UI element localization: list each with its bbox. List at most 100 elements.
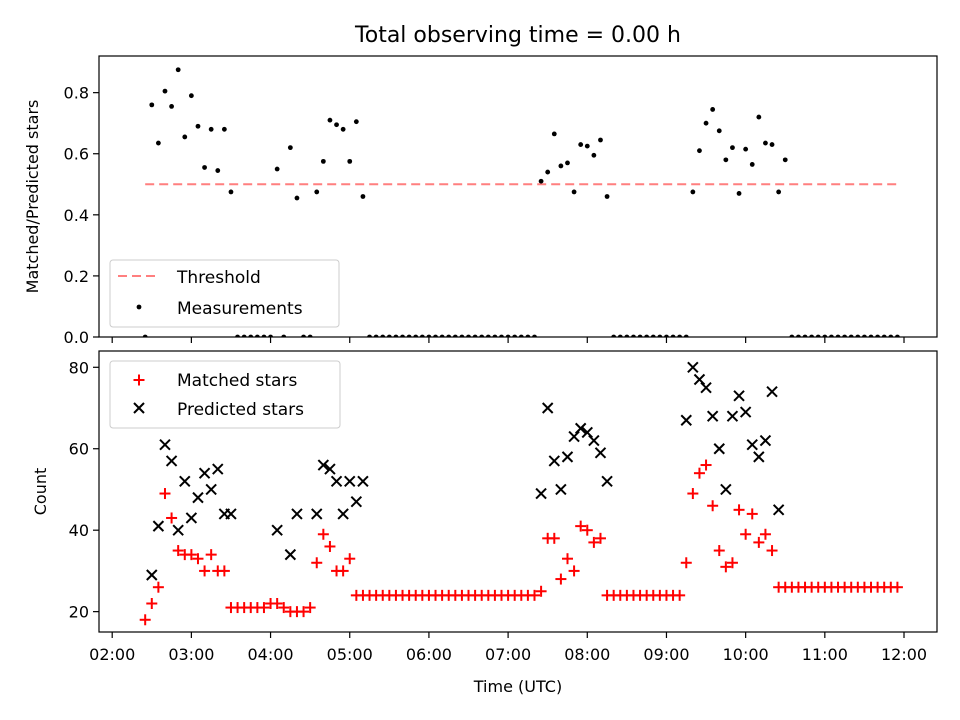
matched-star-point [146, 597, 158, 609]
predicted-star-point [700, 381, 712, 394]
predicted-star-point [568, 430, 580, 443]
measurement-point [149, 102, 155, 108]
y-tick-label: 80 [69, 358, 89, 377]
predicted-star-point [687, 361, 699, 373]
legend-measurements-swatch [136, 304, 142, 310]
predicted-star-point [225, 508, 237, 520]
measurement-point [347, 158, 353, 164]
matched-star-point [693, 467, 705, 479]
matched-star-point [159, 488, 171, 500]
matched-star-point [581, 524, 593, 536]
predicted-star-point [706, 410, 719, 422]
predicted-star-point [152, 520, 165, 532]
y-tick-label: 60 [69, 440, 89, 459]
matched-star-point [713, 545, 725, 557]
predicted-star-point [291, 508, 303, 520]
y-tick-label: 20 [69, 603, 89, 622]
measurement-point [710, 107, 716, 112]
measurement-point [730, 145, 735, 151]
plot-area [139, 361, 903, 626]
predicted-star-point [766, 386, 778, 398]
matched-star-point [568, 565, 580, 577]
x-tick-label: 06:00 [406, 645, 452, 664]
predicted-star-point [601, 475, 613, 488]
measurement-point [763, 140, 768, 146]
measurement-point [584, 143, 590, 149]
matched-star-point [720, 561, 732, 573]
matched-star-point [753, 536, 765, 548]
predicted-star-point [172, 524, 184, 536]
measurement-point [736, 191, 742, 196]
matched-star-point [594, 532, 606, 544]
x-tick-label: 11:00 [802, 645, 848, 664]
predicted-star-point [555, 483, 567, 496]
measurement-point [155, 140, 161, 146]
matched-star-point [172, 545, 184, 557]
top-panel: 0.0 0.2 0.4 0.6 0.8 Matched/Predicted stars Th… [23, 55, 938, 347]
chart-title: Total observing time = 0.00 h [354, 23, 681, 48]
measurement-point [287, 145, 293, 151]
measurement-point [202, 165, 207, 170]
matched-star-point [298, 606, 310, 618]
measurement-point [320, 158, 326, 164]
predicted-star-point [271, 524, 283, 536]
predicted-star-point [720, 483, 732, 496]
x-tick-label: 03:00 [168, 645, 214, 664]
x-tick-label: 07:00 [485, 645, 531, 664]
matched-star-point [700, 459, 712, 471]
predicted-star-point [146, 569, 158, 581]
matched-star-point [218, 565, 230, 577]
measurement-point [182, 134, 188, 140]
measurement-point [591, 152, 597, 158]
y-tick-label: 0.4 [64, 206, 89, 225]
predicted-star-point [680, 414, 692, 426]
matched-star-point [278, 602, 290, 614]
y-axis-label: Matched/Predicted stars [23, 100, 42, 294]
measurement-point [314, 189, 320, 195]
measurement-point [776, 189, 782, 195]
predicted-star-point [212, 463, 224, 475]
measurement-point [782, 157, 788, 163]
bottom-panel: 20 40 60 80 02:00 03:00 04:00 05:00 06:00 07:00 08… [31, 350, 938, 696]
matched-star-point [199, 565, 211, 577]
matched-star-point [304, 602, 316, 614]
measurement-point [743, 146, 749, 152]
matched-star-point [746, 508, 758, 520]
measurement-point [756, 114, 762, 120]
matched-star-point [337, 565, 349, 577]
predicted-star-point [185, 512, 198, 524]
x-tick-label: 10:00 [723, 645, 769, 664]
matched-star-point [707, 500, 719, 512]
measurement-point [545, 169, 551, 175]
predicted-star-point [324, 463, 336, 475]
measurement-point [274, 166, 280, 172]
matched-star-point [192, 553, 204, 565]
legend-matched-label: Matched stars [177, 371, 297, 391]
axes-frame [98, 350, 938, 633]
measurement-point [749, 162, 755, 167]
measurement-point [723, 157, 729, 163]
matched-star-point [152, 581, 164, 593]
y-axis-label: Count [31, 468, 50, 516]
matched-star-point [759, 528, 771, 540]
matched-star-point [205, 549, 217, 561]
predicted-star-point [284, 548, 297, 561]
predicted-star-point [693, 373, 706, 386]
predicted-star-point [759, 434, 772, 447]
predicted-star-point [713, 443, 725, 455]
predicted-star-point [726, 410, 739, 422]
predicted-star-point [192, 491, 204, 504]
predicted-star-point [350, 495, 363, 508]
measurement-point [208, 126, 214, 132]
x-tick-label: 09:00 [643, 645, 689, 664]
matched-star-point [311, 557, 323, 569]
matched-star-point [680, 557, 692, 569]
matched-star-point [891, 581, 903, 593]
measurement-point [360, 194, 366, 199]
predicted-star-point [581, 426, 593, 439]
x-tick-label: 05:00 [327, 645, 373, 664]
measurement-point [690, 189, 696, 195]
measurement-point [697, 148, 702, 154]
measurement-point [703, 120, 709, 126]
predicted-star-point [541, 402, 554, 414]
